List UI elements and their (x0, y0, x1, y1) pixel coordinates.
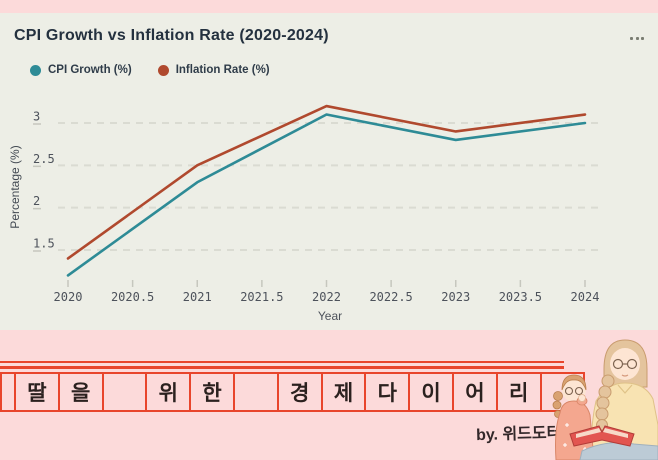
y-axis-label: Percentage (%) (8, 145, 22, 228)
grid-cell: 을 (57, 372, 104, 412)
gridlines (58, 122, 603, 252)
y-tick-label: 3 (33, 110, 40, 124)
x-tick-label: 2023 (441, 290, 470, 304)
grid-cell: 리 (495, 372, 542, 412)
axis-ticks: 1.5 2 2.5 3 2020 2020.5 2021 2021.5 2022 2022.5 20… (33, 110, 600, 304)
line-chart: Percentage (%) Year 1.5 2 2.5 3 2020 2020.5 20… (8, 104, 603, 323)
grid-cell: 이 (408, 372, 454, 412)
ellipsis-icon (635, 36, 639, 40)
y-tick-label: 1.5 (33, 237, 55, 251)
legend-item-inflation-rate: Inflation Rate (%) (157, 64, 270, 76)
legend-label: Inflation Rate (%) (175, 64, 270, 76)
grid-cell: 제 (320, 372, 367, 412)
x-tick-label: 2020.5 (111, 290, 154, 304)
x-tick-label: 2022 (312, 290, 341, 304)
y-tick-label: 2 (33, 194, 40, 208)
ellipsis-icon (641, 36, 644, 40)
more-options-button[interactable] (618, 31, 644, 45)
grid-cell: 경 (276, 372, 323, 412)
x-tick-label: 2023.5 (499, 290, 542, 304)
legend-item-cpi-growth: CPI Growth (%) (30, 64, 132, 76)
chart-legend: CPI Growth (%) Inflation Rate (%) (30, 64, 270, 76)
banner-rule-thick (0, 366, 564, 369)
legend-swatch-inflation-rate (157, 64, 169, 76)
data-series (66, 104, 587, 277)
x-axis-label: Year (318, 309, 342, 323)
banner-rule-thin (0, 361, 564, 363)
chart-title: CPI Growth vs Inflation Rate (2020-2024) (14, 27, 329, 44)
grid-cell: 한 (189, 372, 235, 412)
x-tick-label: 2021 (183, 290, 212, 304)
cpi-growth-line (66, 113, 587, 277)
legend-label: CPI Growth (%) (48, 64, 132, 76)
signature: by. 위드도터 (475, 424, 562, 445)
grid-cell: 위 (145, 372, 192, 412)
chart-card: CPI Growth vs Inflation Rate (2020-2024)… (0, 13, 658, 330)
x-tick-label: 2020 (54, 290, 83, 304)
legend-swatch-cpi-growth (30, 64, 41, 76)
grid-cell (101, 372, 148, 412)
inflation-rate-line (66, 104, 587, 260)
grid-cell: 다 (364, 372, 411, 412)
grid-cell: 딸 (14, 372, 60, 412)
grid-cell (232, 372, 279, 412)
x-tick-label: 2022.5 (369, 290, 412, 304)
x-tick-label: 2021.5 (240, 290, 283, 304)
grid-cell: 어 (451, 372, 498, 412)
mother-daughter-illustration (552, 339, 658, 460)
y-tick-label: 2.5 (33, 152, 55, 166)
x-tick-label: 2024 (571, 290, 600, 304)
ellipsis-icon (630, 36, 633, 40)
